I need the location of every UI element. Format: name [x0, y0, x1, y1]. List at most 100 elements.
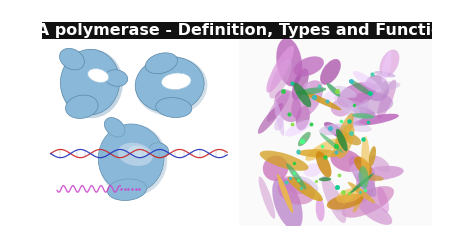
Ellipse shape: [276, 38, 302, 87]
Ellipse shape: [361, 136, 370, 185]
Ellipse shape: [286, 163, 307, 189]
Ellipse shape: [354, 156, 372, 175]
Ellipse shape: [365, 175, 384, 181]
Ellipse shape: [107, 179, 146, 200]
Ellipse shape: [293, 56, 324, 76]
Ellipse shape: [353, 194, 363, 213]
Ellipse shape: [337, 82, 376, 108]
Ellipse shape: [350, 162, 363, 174]
Ellipse shape: [358, 200, 392, 225]
Ellipse shape: [296, 106, 310, 130]
Ellipse shape: [274, 101, 284, 136]
Ellipse shape: [60, 49, 119, 115]
Ellipse shape: [342, 186, 394, 218]
Ellipse shape: [117, 143, 153, 166]
Ellipse shape: [346, 92, 393, 114]
Ellipse shape: [330, 149, 362, 172]
Ellipse shape: [381, 51, 392, 83]
Ellipse shape: [117, 143, 153, 166]
Ellipse shape: [349, 80, 372, 95]
Ellipse shape: [298, 132, 310, 146]
Ellipse shape: [372, 82, 401, 90]
Ellipse shape: [359, 166, 369, 189]
Ellipse shape: [333, 86, 357, 98]
Ellipse shape: [336, 188, 363, 203]
Ellipse shape: [324, 122, 349, 140]
Ellipse shape: [267, 92, 290, 122]
Ellipse shape: [320, 133, 344, 153]
Ellipse shape: [60, 49, 123, 118]
FancyBboxPatch shape: [42, 39, 239, 226]
Ellipse shape: [316, 198, 325, 221]
Ellipse shape: [277, 174, 293, 213]
Ellipse shape: [380, 50, 399, 77]
Ellipse shape: [258, 103, 283, 134]
Ellipse shape: [345, 123, 372, 132]
Text: RNA polymerase - Definition, Types and Functions: RNA polymerase - Definition, Types and F…: [11, 23, 463, 38]
Ellipse shape: [353, 114, 399, 126]
Ellipse shape: [278, 177, 315, 205]
Ellipse shape: [266, 46, 294, 93]
Ellipse shape: [65, 95, 98, 119]
Ellipse shape: [98, 124, 164, 193]
Ellipse shape: [352, 113, 374, 119]
Ellipse shape: [105, 70, 128, 86]
Ellipse shape: [95, 71, 105, 78]
Ellipse shape: [323, 90, 340, 101]
Ellipse shape: [316, 151, 331, 178]
Ellipse shape: [260, 151, 309, 171]
Ellipse shape: [296, 87, 326, 95]
Ellipse shape: [354, 107, 376, 120]
Ellipse shape: [303, 82, 311, 101]
Ellipse shape: [343, 133, 361, 145]
Ellipse shape: [302, 91, 341, 110]
Ellipse shape: [288, 176, 323, 201]
Ellipse shape: [347, 104, 358, 122]
Ellipse shape: [135, 57, 204, 113]
Ellipse shape: [319, 124, 346, 135]
Ellipse shape: [156, 98, 192, 118]
Ellipse shape: [98, 124, 167, 196]
Ellipse shape: [319, 177, 331, 181]
Ellipse shape: [348, 182, 375, 203]
Ellipse shape: [353, 71, 382, 92]
Ellipse shape: [374, 71, 395, 77]
Ellipse shape: [305, 139, 339, 161]
Ellipse shape: [356, 163, 375, 202]
Ellipse shape: [269, 59, 292, 99]
Ellipse shape: [292, 80, 323, 119]
Ellipse shape: [259, 177, 275, 219]
Ellipse shape: [327, 83, 340, 97]
Ellipse shape: [349, 156, 376, 197]
Ellipse shape: [292, 68, 309, 100]
Ellipse shape: [327, 193, 364, 210]
Ellipse shape: [98, 124, 164, 193]
Ellipse shape: [128, 145, 147, 159]
Ellipse shape: [322, 176, 346, 223]
Ellipse shape: [331, 99, 351, 117]
Ellipse shape: [293, 83, 311, 107]
Ellipse shape: [274, 89, 301, 122]
Ellipse shape: [333, 113, 354, 157]
Ellipse shape: [334, 95, 361, 116]
Ellipse shape: [168, 77, 184, 86]
Ellipse shape: [274, 117, 284, 131]
Ellipse shape: [272, 177, 303, 230]
FancyBboxPatch shape: [42, 22, 432, 39]
Ellipse shape: [88, 69, 109, 83]
Ellipse shape: [377, 80, 396, 119]
Ellipse shape: [162, 73, 191, 90]
Ellipse shape: [369, 155, 390, 172]
Ellipse shape: [285, 120, 311, 137]
Ellipse shape: [146, 53, 178, 74]
Ellipse shape: [135, 57, 208, 116]
Ellipse shape: [350, 99, 369, 127]
Ellipse shape: [334, 198, 346, 212]
Ellipse shape: [349, 173, 374, 194]
Ellipse shape: [281, 176, 305, 194]
Ellipse shape: [336, 124, 355, 158]
Ellipse shape: [303, 163, 322, 177]
Ellipse shape: [369, 146, 376, 166]
Ellipse shape: [365, 75, 389, 101]
Ellipse shape: [294, 176, 319, 192]
